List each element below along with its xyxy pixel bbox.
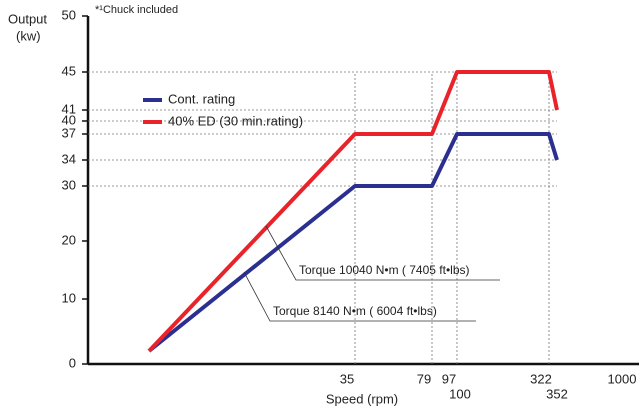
annotation: Torque 10040 N•m ( 7405 ft•lbs) (299, 263, 470, 277)
legend-label: 40% ED (30 min.rating) (168, 113, 303, 128)
annotation: Torque 8140 N•m ( 6004 ft•lbs) (273, 304, 437, 318)
y-tick-label: 10 (62, 290, 76, 305)
x-tick-label: 79 (417, 371, 431, 386)
leader-line (243, 271, 476, 322)
y-axis-unit: (kw) (16, 28, 41, 43)
y-tick-label: 41 (62, 101, 76, 116)
y-tick-label: 30 (62, 177, 76, 192)
y-tick-label: 0 (69, 355, 76, 370)
leader-line (265, 225, 500, 281)
y-tick-label: 45 (62, 63, 76, 78)
x-tick-label: 97 (442, 371, 456, 386)
note: *¹Chuck included (95, 4, 178, 16)
y-tick-label: 40 (62, 112, 76, 127)
y-axis-label: Output (8, 11, 47, 26)
y-tick-label: 20 (62, 232, 76, 247)
y-tick-label: 34 (62, 151, 76, 166)
x-tick-label: 100 (449, 386, 471, 401)
y-tick-label: 50 (62, 7, 76, 22)
series-line (147, 70, 559, 353)
x-tick-label: 1000 (608, 371, 637, 386)
series-line (147, 132, 559, 353)
legend-label: Cont. rating (168, 91, 235, 106)
x-tick-label: 352 (546, 386, 568, 401)
x-tick-label: 322 (530, 371, 552, 386)
x-tick-label: 35 (340, 371, 354, 386)
y-tick-label: 37 (62, 125, 76, 140)
x-axis-label: Speed (rpm) (326, 391, 398, 406)
